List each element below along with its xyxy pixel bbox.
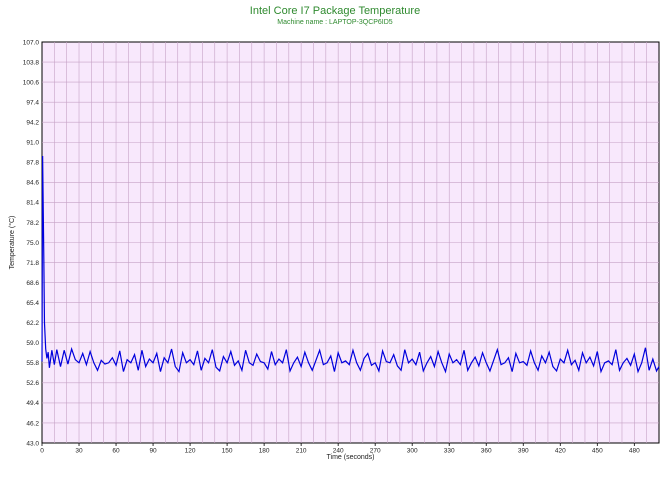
x-tick-label: 210 [296,448,307,455]
x-tick-label: 30 [75,448,83,455]
y-tick-label: 75.0 [26,240,39,247]
y-tick-label: 84.6 [26,180,39,187]
y-tick-label: 81.4 [26,200,39,207]
y-tick-label: 107.0 [23,39,40,46]
x-tick-label: 180 [259,448,270,455]
grid-lines [42,42,659,443]
y-tick-label: 68.6 [26,280,39,287]
x-axis-label: Time (seconds) [327,454,375,461]
x-tick-label: 420 [555,448,566,455]
y-tick-label: 78.2 [26,220,39,227]
y-tick-label: 65.4 [26,300,39,307]
y-tick-label: 52.6 [26,380,39,387]
series-group [41,156,660,374]
y-tick-label: 43.0 [26,440,39,447]
temperature-series-line [41,156,660,374]
y-tick-label: 87.8 [26,160,39,167]
x-tick-label: 330 [444,448,455,455]
x-tick-label: 270 [370,448,381,455]
x-axis-ticks: 0 30 60 90 120 150 180 210 240 270 300 330 360 390 420… [40,443,640,455]
x-tick-label: 450 [592,448,603,455]
y-tick-label: 59.0 [26,340,39,347]
x-tick-label: 300 [407,448,418,455]
y-axis-ticks: 107.0 103.8 100.6 97.4 94.2 91.0 87.8 84.6 81.4 7… [23,39,40,447]
x-tick-label: 480 [629,448,640,455]
y-tick-label: 94.2 [26,120,39,127]
y-tick-label: 55.8 [26,360,39,367]
chart-title: Intel Core I7 Package Temperature [249,5,421,17]
y-tick-label: 49.4 [26,400,39,407]
x-tick-label: 90 [149,448,157,455]
y-tick-label: 97.4 [26,99,39,106]
y-tick-label: 46.2 [26,420,39,427]
x-tick-label: 360 [481,448,492,455]
y-tick-label: 100.6 [23,79,40,86]
y-tick-label: 91.0 [26,140,39,147]
chart-subtitle: Machine name : LAPTOP-3QCP6ID5 [277,19,393,26]
x-tick-label: 150 [222,448,233,455]
x-tick-label: 120 [185,448,196,455]
y-tick-label: 103.8 [23,59,40,66]
y-axis-label: Temperature (°C) [8,216,16,270]
x-tick-label: 0 [40,448,44,455]
x-tick-label: 60 [112,448,120,455]
x-tick-label: 390 [518,448,529,455]
y-tick-label: 71.8 [26,260,39,267]
y-tick-label: 62.2 [26,320,39,327]
x-tick-label: 240 [333,448,344,455]
